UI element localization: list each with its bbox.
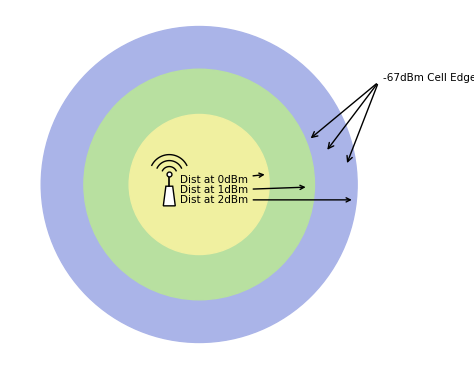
- Circle shape: [41, 27, 357, 342]
- Text: -67dBm Cell Edge: -67dBm Cell Edge: [383, 73, 474, 83]
- Text: Dist at 0dBm: Dist at 0dBm: [180, 173, 263, 185]
- Circle shape: [84, 69, 314, 300]
- Polygon shape: [164, 186, 175, 206]
- Circle shape: [129, 114, 269, 255]
- Text: Dist at 1dBm: Dist at 1dBm: [180, 185, 304, 196]
- Text: Dist at 2dBm: Dist at 2dBm: [180, 195, 350, 205]
